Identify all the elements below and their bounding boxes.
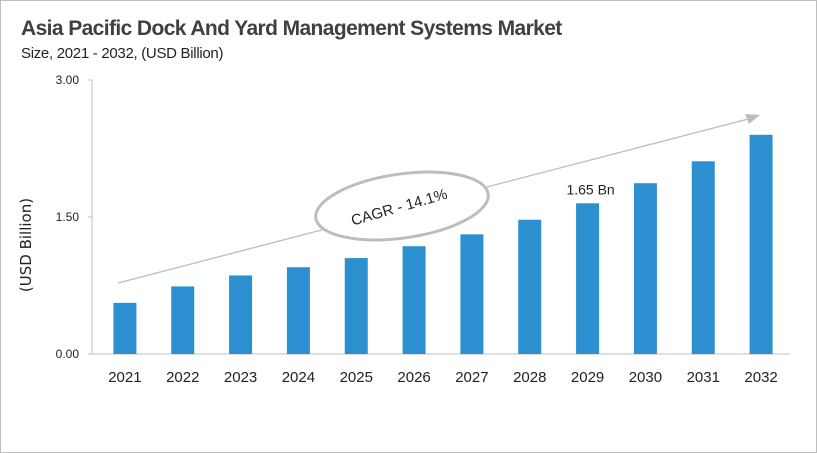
y-tick-label: 0.00	[56, 347, 80, 361]
y-tick-label: 1.50	[56, 210, 80, 224]
bar-2025	[344, 258, 368, 354]
arrow-head-icon	[745, 114, 760, 124]
bar-2031	[691, 161, 715, 354]
x-tick-label: 2028	[513, 369, 546, 386]
y-axis-label: (USD Billion)	[17, 198, 35, 292]
x-tick-label: 2027	[455, 369, 488, 386]
bar-2024	[286, 267, 310, 354]
bar-2023	[229, 275, 253, 354]
x-tick-label: 2023	[224, 369, 257, 386]
x-tick-label: 2029	[571, 369, 604, 386]
bar-2032	[749, 134, 773, 354]
y-tick-label: 3.00	[56, 73, 80, 87]
bar-2026	[402, 246, 426, 354]
value-label: 1.65 Bn	[566, 181, 614, 197]
chart-subtitle: Size, 2021 - 2032, (USD Billion)	[21, 45, 224, 62]
x-axis-labels: 2021 2022 2023 2024 2025 2026 2027 2028 2029 2030…	[108, 369, 778, 386]
bar-2030	[633, 183, 657, 354]
cagr-ellipse	[314, 170, 490, 242]
x-tick-label: 2032	[744, 369, 777, 386]
x-tick-label: 2026	[397, 369, 430, 386]
chart-title: Asia Pacific Dock And Yard Management Sy…	[21, 17, 562, 40]
x-tick-label: 2030	[629, 369, 662, 386]
bar-2029	[576, 203, 600, 354]
x-tick-label: 2024	[282, 369, 315, 386]
bar-2028	[518, 219, 542, 354]
bar-2027	[460, 234, 484, 354]
x-tick-label: 2021	[108, 369, 141, 386]
x-tick-label: 2022	[166, 369, 199, 386]
annotations: CAGR - 14.1% 1.65 Bn	[314, 170, 615, 242]
bars	[113, 134, 773, 354]
x-tick-label: 2025	[340, 369, 373, 386]
bar-2021	[113, 302, 137, 354]
x-tick-label: 2031	[687, 369, 720, 386]
y-axis: 0.00 1.50 3.00	[56, 73, 790, 361]
bar-2022	[171, 286, 195, 354]
